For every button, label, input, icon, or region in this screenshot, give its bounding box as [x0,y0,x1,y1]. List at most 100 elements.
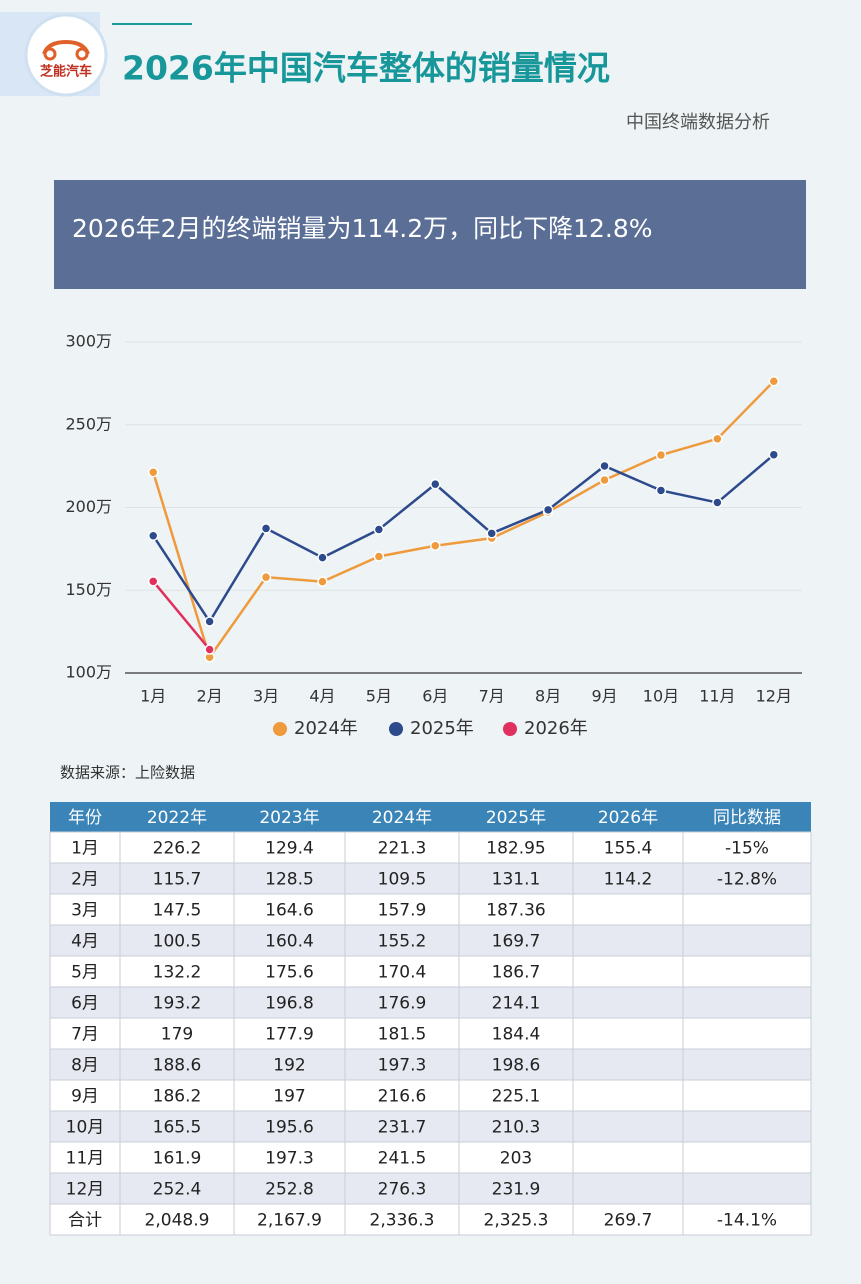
logo-wheel [75,47,89,61]
table-cell: 2,167.9 [257,1211,322,1231]
x-tick-label: 4月 [309,687,335,706]
table: 年份 2022年 2023年 2024年 2025年 2026年 同比数据 1月 226.2 12… [49,802,812,1236]
table-cell: 6月 [71,994,99,1014]
data-point [655,485,667,496]
chart: 100万 150万 200万 250万 300万 1月 2月 3月 4月 5月 6月 7月 8月 9月 10… [65,332,802,739]
table-row-bg [50,956,811,987]
x-tick-label: 5月 [366,687,392,706]
series-line [152,453,775,624]
data-point [373,524,385,535]
x-tick-label: 2月 [197,687,223,706]
table-cell: 2,336.3 [370,1211,435,1231]
data-point [260,523,272,534]
table-cell: 252.8 [265,1180,314,1200]
data-point [655,449,667,461]
table-cell: 3月 [71,901,99,921]
table-cell: 188.6 [153,1056,202,1076]
table-row-bg [50,1049,811,1080]
y-tick-label: 200万 [65,497,112,516]
legend-marker [389,722,403,736]
table-cell: 4月 [71,932,99,952]
table-row-bg [50,1204,811,1235]
table-cell: 147.5 [153,901,202,921]
table-header-cell: 同比数据 [713,808,781,828]
data-point [599,460,610,472]
data-point [599,474,610,486]
x-tick-label: 11月 [699,687,735,706]
table-cell: 186.7 [492,963,541,983]
x-tick-label: 6月 [422,687,448,706]
table-cell: 2,048.9 [145,1211,210,1231]
table-cell: 203 [500,1149,532,1169]
table-header-cell: 2026年 [598,808,658,828]
table-cell: 186.2 [153,1087,202,1107]
table-cell-border [682,1203,812,1236]
subtitle: 中国终端数据分析 [626,112,770,133]
title: 2026年中国汽车整体的销量情况 [122,49,610,88]
table-row-bg [50,1173,811,1204]
data-point [712,497,723,508]
data-point [373,551,385,562]
table-cell: 182.95 [486,839,545,859]
legend-label: 2026年 [524,718,588,739]
x-tick-label: 10月 [643,687,679,706]
table-cell: 181.5 [378,1025,427,1045]
table-cell: 5月 [71,963,99,983]
table-cell: 160.4 [265,932,314,952]
table-cell: 195.6 [265,1118,314,1138]
table-cell: 132.2 [153,963,202,983]
table-cell: 100.5 [153,932,202,952]
data-point [486,528,497,539]
data-point [317,552,328,563]
table-cell: 155.2 [378,932,427,952]
table-cell: 210.3 [492,1118,541,1138]
table-header-cell: 2022年 [147,808,207,828]
table-cell: 175.6 [265,963,314,983]
table-cell: 221.3 [378,839,427,859]
table-row-bg [50,1080,811,1111]
legend-label: 2025年 [410,718,474,739]
table-cell: 8月 [71,1056,99,1076]
x-tick-label: 12月 [756,687,792,706]
table-cell: 214.1 [492,994,541,1014]
table-cell: 1月 [71,839,99,859]
banner [54,180,806,289]
table-header-cell: 2024年 [372,808,432,828]
data-point [260,571,272,583]
data-point [204,644,215,655]
series-line [152,580,211,651]
table-cell: 128.5 [265,870,314,890]
table-cell: 177.9 [265,1025,314,1045]
table-cell: 164.6 [265,901,314,921]
table-cell: 241.5 [378,1149,427,1169]
x-tick-label: 1月 [140,687,166,706]
table-cell: 187.36 [486,901,545,921]
table-cell: 216.6 [378,1087,427,1107]
x-tick-label: 7月 [479,687,505,706]
data-point [430,540,441,551]
table-cell: 269.7 [604,1211,653,1231]
data-point [768,375,780,387]
table-cell: 12月 [66,1180,105,1200]
table-cell: 192 [273,1056,305,1076]
y-tick-label: 300万 [65,332,112,351]
data-point [712,433,723,445]
table-header-cell: 2023年 [259,808,319,828]
y-tick-label: 100万 [65,663,112,682]
data-point [430,478,441,490]
table-row-bg [50,925,811,956]
table-cell: 231.9 [492,1180,541,1200]
table-cell: 2,325.3 [484,1211,549,1231]
data-point [768,449,780,460]
table-row-bg [50,894,811,925]
table-cell: 198.6 [492,1056,541,1076]
table-cell: 161.9 [153,1149,202,1169]
legend-marker [503,722,517,736]
table-cell: 169.7 [492,932,541,952]
x-tick-label: 9月 [591,687,617,706]
table-cell: 252.4 [153,1180,202,1200]
table-row-bg [50,832,811,863]
data-point [542,504,554,516]
table-cell: 155.4 [604,839,653,859]
